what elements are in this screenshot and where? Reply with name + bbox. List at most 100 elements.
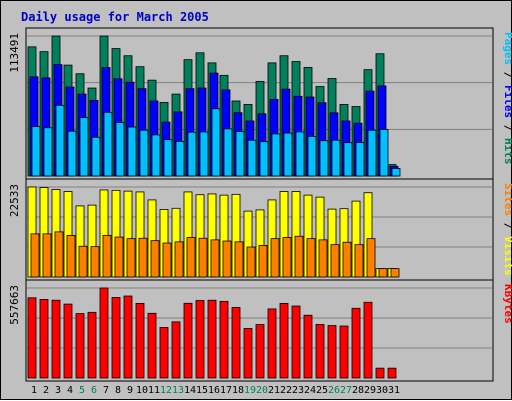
legend-label: Pages / Files / Hits	[502, 32, 512, 165]
bar-sites-day-16	[210, 239, 220, 278]
bar-sites-day-13	[174, 241, 184, 278]
x-tick-label: 15	[196, 385, 208, 396]
bar-sites-day-11	[150, 240, 160, 278]
x-tick-label: 4	[67, 385, 73, 396]
bar-kbytes-day-24	[303, 314, 313, 379]
chart-title: Daily usage for March 2005	[21, 10, 209, 24]
panel-hits-files-pages: 113491 Pages / Files / Hits	[8, 27, 512, 180]
x-tick-label: 19	[244, 385, 256, 396]
bar-sites-day-24	[306, 238, 316, 278]
legend-hits: Hits	[502, 138, 512, 165]
bar-sites-day-7	[102, 235, 112, 278]
bar-sites-day-28	[354, 244, 364, 278]
bar-kbytes-day-26	[327, 325, 337, 379]
bar-pages-day-28	[355, 142, 365, 177]
bar-kbytes-day-17	[219, 300, 229, 379]
bar-pages-day-8	[115, 122, 125, 177]
bar-sites-day-27	[342, 241, 352, 278]
bar-sites-day-18	[234, 241, 244, 278]
bar-sites-day-30	[378, 268, 388, 278]
legend-visits: Visits	[502, 236, 512, 276]
y-max-label: 22533	[8, 184, 21, 217]
legend-separator: /	[502, 65, 512, 85]
bar-sites-day-17	[222, 240, 232, 278]
x-tick-label: 8	[115, 385, 121, 396]
bar-pages-day-4	[67, 130, 77, 177]
bar-pages-day-2	[43, 127, 53, 177]
bar-kbytes-day-25	[315, 324, 325, 379]
x-axis-labels: 1 2 3 4 5 6 7 8 9 10 11 12 13 14 15 16 17 18 19 20 21 22 23 24 2…	[31, 385, 400, 396]
bar-pages-day-24	[307, 136, 317, 177]
legend-separator: /	[502, 216, 512, 236]
bar-kbytes-day-22	[279, 303, 289, 379]
bar-sites-day-9	[126, 238, 136, 278]
bar-sites-day-31	[390, 268, 400, 278]
bar-pages-day-20	[259, 141, 269, 177]
bar-sites-day-25	[318, 239, 328, 278]
bar-pages-day-9	[127, 126, 137, 177]
bar-kbytes-day-12	[159, 327, 169, 379]
bar-kbytes-day-8	[111, 297, 121, 379]
legend-pages: Pages	[502, 32, 512, 65]
bar-kbytes-day-3	[51, 299, 61, 379]
x-tick-label: 31	[388, 385, 400, 396]
x-tick-label: 22	[280, 385, 292, 396]
bar-pages-day-3	[55, 104, 65, 177]
x-tick-label: 28	[352, 385, 364, 396]
x-tick-label: 23	[292, 385, 304, 396]
bar-pages-day-14	[187, 131, 197, 177]
bar-kbytes-day-15	[195, 300, 205, 379]
bar-sites-day-26	[330, 244, 340, 278]
x-tick-label: 3	[55, 385, 61, 396]
x-tick-label: 25	[316, 385, 328, 396]
x-tick-label: 20	[256, 385, 268, 396]
x-tick-label: 13	[172, 385, 184, 396]
bar-pages-day-22	[283, 132, 293, 177]
bar-sites-day-15	[198, 237, 208, 278]
bar-kbytes-day-10	[135, 303, 145, 379]
bar-kbytes-day-30	[375, 367, 385, 379]
bar-pages-day-31	[391, 168, 401, 177]
bar-kbytes-day-23	[291, 305, 301, 379]
x-tick-label: 29	[364, 385, 376, 396]
bar-kbytes-day-29	[363, 301, 373, 379]
bar-pages-day-21	[271, 133, 281, 177]
bar-kbytes-day-31	[387, 367, 397, 379]
x-tick-label: 30	[376, 385, 388, 396]
y-max-label: 557663	[8, 285, 21, 325]
legend-separator: /	[502, 118, 512, 138]
bar-kbytes-day-21	[267, 308, 277, 379]
bar-sites-day-5	[78, 245, 88, 278]
bar-sites-day-6	[90, 246, 100, 278]
x-tick-label: 27	[340, 385, 352, 396]
bar-kbytes-day-7	[99, 287, 109, 379]
bar-kbytes-day-5	[75, 313, 85, 379]
x-tick-label: 5	[79, 385, 85, 396]
x-tick-label: 1	[31, 385, 37, 396]
bar-pages-day-12	[163, 139, 173, 177]
x-tick-label: 16	[208, 385, 220, 396]
chart-panels: 113491 Pages / Files / Hits 22533 Sites / V…	[8, 27, 512, 382]
x-tick-label: 7	[103, 385, 109, 396]
bar-kbytes-day-14	[183, 302, 193, 379]
bar-pages-day-16	[211, 108, 221, 177]
bar-sites-day-8	[114, 236, 124, 278]
bar-pages-day-11	[151, 134, 161, 177]
bar-kbytes-day-2	[39, 299, 49, 379]
bar-sites-day-14	[186, 237, 196, 278]
x-tick-label: 10	[136, 385, 148, 396]
legend-label: KBytes	[502, 284, 512, 324]
bar-sites-day-23	[294, 235, 304, 278]
y-max-label: 113491	[8, 33, 21, 73]
bar-sites-day-29	[366, 238, 376, 278]
bar-pages-day-23	[295, 131, 305, 177]
x-tick-label: 12	[160, 385, 172, 396]
bar-kbytes-day-6	[87, 311, 97, 379]
bar-pages-day-6	[91, 136, 101, 177]
bar-pages-day-26	[331, 139, 341, 177]
bar-kbytes-day-4	[63, 303, 73, 379]
bar-sites-day-10	[138, 237, 148, 278]
x-tick-label: 21	[268, 385, 280, 396]
